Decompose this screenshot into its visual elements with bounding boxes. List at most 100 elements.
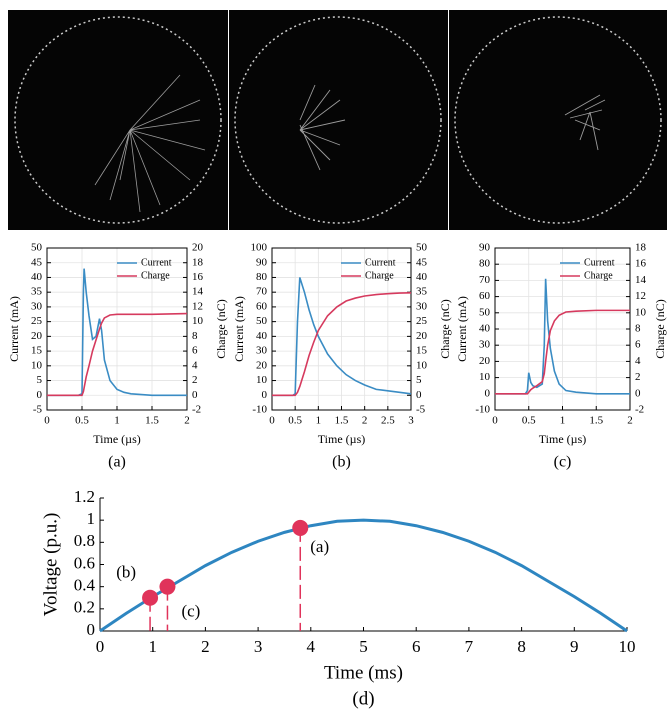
y-tick-label: 50 [479,306,491,318]
y2-tick-label: 10 [192,315,204,327]
y-tick-label: 40 [256,330,268,342]
legend-label: Charge [365,270,394,281]
x-tick-label: 5 [359,637,368,656]
y-tick-label: 50 [256,315,268,327]
x-tick-label: 7 [465,637,474,656]
y2-tick-label: 10 [635,306,647,318]
legend-label: Charge [584,270,613,281]
y2-tick-label: 14 [635,274,647,286]
y-tick-label: 40 [479,323,491,335]
y-tick-label: 50 [31,242,43,254]
y2-tick-label: 15 [416,345,428,357]
y-tick-label: 0 [37,389,43,401]
photo-a [8,10,228,230]
y-tick-label: 100 [251,242,268,254]
y-tick-label: 25 [31,315,43,327]
x-axis-label: Time (ms) [324,662,403,683]
y2-tick-label: 4 [635,355,641,367]
y-tick-label: 20 [31,330,43,342]
y-tick-label: 1 [87,509,96,528]
plot-frame [46,247,188,411]
x-tick-label: 3 [254,637,263,656]
x-tick-label: 0 [492,415,498,427]
x-tick-label: 10 [619,637,636,656]
y-tick-label: 0.6 [74,553,95,572]
y2-tick-label: 6 [192,345,198,357]
y-tick-label: 40 [31,271,43,283]
series-line [495,278,630,395]
marker [159,578,176,595]
y2-axis-label: Charge (nC) [653,299,667,358]
y2-tick-label: 50 [416,242,428,254]
y-tick-label: 1.2 [74,487,95,506]
x-tick-label: 2 [362,415,368,427]
y-axis-label: Current (mA) [232,296,246,362]
y-tick-label: -5 [33,404,43,416]
y-tick-label: 60 [256,300,268,312]
x-tick-label: 1 [560,415,566,427]
marker [142,589,159,606]
y-tick-label: 80 [479,258,491,270]
y2-tick-label: 45 [416,256,428,268]
x-axis-label: Time (µs) [93,432,140,446]
y-tick-label: 0 [485,387,491,399]
y2-tick-label: 8 [192,330,198,342]
y-axis-label: Current (mA) [455,296,469,362]
y2-tick-label: 35 [416,286,428,298]
x-tick-label: 0.5 [288,415,302,427]
y-tick-label: -10 [252,404,267,416]
electrode-outline [454,16,662,224]
x-tick-label: 1.5 [145,415,159,427]
y2-tick-label: 25 [416,315,428,327]
x-tick-label: 1 [114,415,120,427]
y2-tick-label: -2 [192,404,201,416]
legend-label: Current [141,257,172,268]
y2-tick-label: 4 [192,359,198,371]
y2-tick-label: 10 [416,359,428,371]
x-tick-label: 2 [184,415,190,427]
y2-tick-label: 18 [192,256,204,268]
y2-tick-label: 12 [192,300,203,312]
y-tick-label: 10 [256,374,268,386]
series-line [272,291,412,397]
x-tick-label: 8 [517,637,526,656]
y-tick-label: 10 [479,371,491,383]
y-tick-label: 80 [256,271,268,283]
y2-tick-label: 16 [635,258,647,270]
x-tick-label: 3 [408,415,414,427]
x-tick-label: 0.5 [75,415,89,427]
discharge-streaks [94,74,206,213]
y2-tick-label: 2 [635,371,641,383]
y-tick-label: 0 [262,389,268,401]
y-tick-label: 30 [479,339,491,351]
y2-tick-label: 0 [416,389,422,401]
x-tick-label: 1 [316,415,322,427]
y2-tick-label: 6 [635,339,641,351]
y-tick-label: 20 [479,355,491,367]
y-tick-label: 30 [31,300,43,312]
plot-frame [494,247,631,411]
x-tick-label: 2 [627,415,633,427]
series-line [99,518,628,633]
electrode-outline [234,16,442,224]
marker-label: (b) [116,563,136,582]
photos [8,10,667,230]
y-tick-label: -10 [475,404,490,416]
caption: (d) [352,688,374,709]
y2-tick-label: 5 [416,374,422,386]
y2-axis-label: Charge (nC) [214,299,228,358]
y-tick-label: 60 [479,290,491,302]
y2-axis-label: Charge (nC) [438,299,452,358]
y-tick-label: 70 [479,274,491,286]
y-tick-label: 5 [37,374,43,386]
x-tick-label: 2 [201,637,210,656]
y-tick-label: 20 [256,359,268,371]
caption: (a) [108,454,126,471]
y2-tick-label: 18 [635,242,647,254]
y-tick-label: 90 [479,242,491,254]
y2-tick-label: -5 [416,404,426,416]
x-tick-label: 0 [96,637,105,656]
marker [292,519,309,536]
x-tick-label: 6 [412,637,421,656]
